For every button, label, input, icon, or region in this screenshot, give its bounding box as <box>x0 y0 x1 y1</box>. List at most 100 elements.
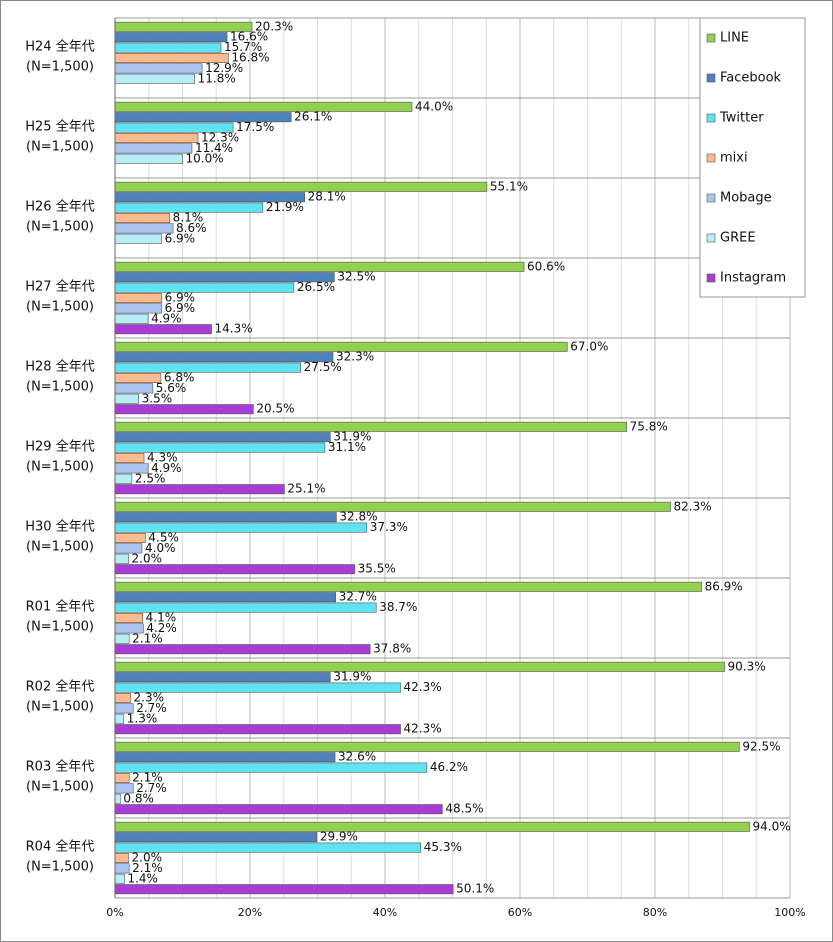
legend-label: mixi <box>720 151 748 166</box>
bar <box>114 793 121 804</box>
category-label: H25 全年代 <box>25 119 94 135</box>
data-label: 46.2% <box>430 760 468 774</box>
data-label: 48.5% <box>445 802 483 816</box>
category-label: R03 全年代 <box>26 759 95 775</box>
category-sublabel: (N=1,500) <box>26 860 94 875</box>
bar <box>114 63 203 74</box>
data-label: 92.5% <box>742 739 780 753</box>
category-label: R01 全年代 <box>26 599 95 615</box>
data-label: 26.1% <box>294 110 332 124</box>
x-tick-label: 20% <box>238 906 262 919</box>
data-label: 1.4% <box>127 871 158 885</box>
legend-swatch <box>706 233 716 243</box>
legend-swatch <box>706 273 716 283</box>
data-label: 35.5% <box>358 562 396 576</box>
data-label: 42.3% <box>404 722 442 736</box>
data-label: 8.6% <box>176 221 207 235</box>
bar <box>114 452 145 463</box>
data-label: 0.8% <box>123 791 153 805</box>
data-label: 4.2% <box>146 621 177 635</box>
bar <box>114 592 337 603</box>
bar <box>114 324 212 335</box>
data-label: 75.8% <box>630 419 668 433</box>
legend-label: Instagram <box>720 271 786 286</box>
data-label: 32.7% <box>339 590 377 604</box>
data-label: 32.3% <box>336 350 374 364</box>
data-label: 42.3% <box>404 680 442 694</box>
bar <box>114 752 336 763</box>
data-label: 6.9% <box>165 231 196 245</box>
data-label: 3.5% <box>142 391 173 405</box>
bar <box>114 32 228 43</box>
data-label: 16.6% <box>230 30 268 44</box>
bar <box>114 213 170 224</box>
data-label: 26.5% <box>297 280 335 294</box>
data-label: 14.3% <box>215 322 253 336</box>
x-tick-label: 80% <box>643 906 667 919</box>
bar <box>114 692 131 703</box>
category-label: H26 全年代 <box>25 199 94 215</box>
data-label: 29.9% <box>320 830 358 844</box>
category-sublabel: (N=1,500) <box>26 700 94 715</box>
bar <box>114 724 401 735</box>
data-label: 1.3% <box>127 711 157 725</box>
data-label: 31.9% <box>333 670 371 684</box>
category-label: H28 全年代 <box>25 359 94 375</box>
bar <box>114 473 133 484</box>
category-label: H29 全年代 <box>25 439 94 455</box>
category-label: H30 全年代 <box>25 519 94 535</box>
category-label: H27 全年代 <box>25 279 94 295</box>
category-sublabel: (N=1,500) <box>26 620 94 635</box>
legend-label: Facebook <box>720 71 782 86</box>
bar <box>114 292 162 303</box>
data-label: 37.8% <box>373 642 411 656</box>
data-label: 2.0% <box>132 551 163 565</box>
bar <box>114 661 725 672</box>
data-label: 6.8% <box>164 371 195 385</box>
category-sublabel: (N=1,500) <box>26 140 94 155</box>
legend-label: Twitter <box>719 111 764 126</box>
data-label: 6.9% <box>165 301 196 315</box>
data-label: 17.5% <box>236 120 274 134</box>
category-label: R04 全年代 <box>26 839 95 855</box>
data-label: 2.1% <box>132 861 163 875</box>
data-label: 4.3% <box>147 451 178 465</box>
category-sublabel: (N=1,500) <box>26 220 94 235</box>
data-label: 25.1% <box>287 482 325 496</box>
category-sublabel: (N=1,500) <box>26 780 94 795</box>
data-label: 4.9% <box>151 461 182 475</box>
data-label: 2.7% <box>136 701 167 715</box>
data-label: 55.1% <box>490 179 528 193</box>
bar <box>114 804 443 815</box>
data-label: 15.7% <box>224 40 262 54</box>
bar <box>114 133 199 144</box>
bar <box>114 101 413 112</box>
data-label: 37.3% <box>370 520 408 534</box>
bar <box>114 282 295 293</box>
data-label: 60.6% <box>527 259 565 273</box>
bar <box>114 233 162 244</box>
bar <box>114 512 337 523</box>
bar <box>114 42 222 53</box>
data-label: 90.3% <box>728 659 766 673</box>
legend-label: Mobage <box>720 191 772 206</box>
data-label: 2.1% <box>132 631 163 645</box>
bar <box>114 143 193 154</box>
data-label: 6.9% <box>165 291 196 305</box>
data-label: 11.4% <box>195 141 233 155</box>
data-label: 2.7% <box>136 781 167 795</box>
data-label: 94.0% <box>753 819 791 833</box>
x-tick-label: 100% <box>774 906 805 919</box>
bar <box>114 821 750 832</box>
data-label: 67.0% <box>570 339 608 353</box>
data-label: 82.3% <box>674 499 712 513</box>
bar <box>114 362 301 373</box>
legend-label: GREE <box>720 231 756 246</box>
data-label: 32.8% <box>339 510 377 524</box>
data-label: 31.9% <box>333 430 371 444</box>
data-label: 12.9% <box>205 61 243 75</box>
legend-label: LINE <box>720 31 749 46</box>
data-label: 31.1% <box>328 440 366 454</box>
legend-box <box>699 17 806 298</box>
